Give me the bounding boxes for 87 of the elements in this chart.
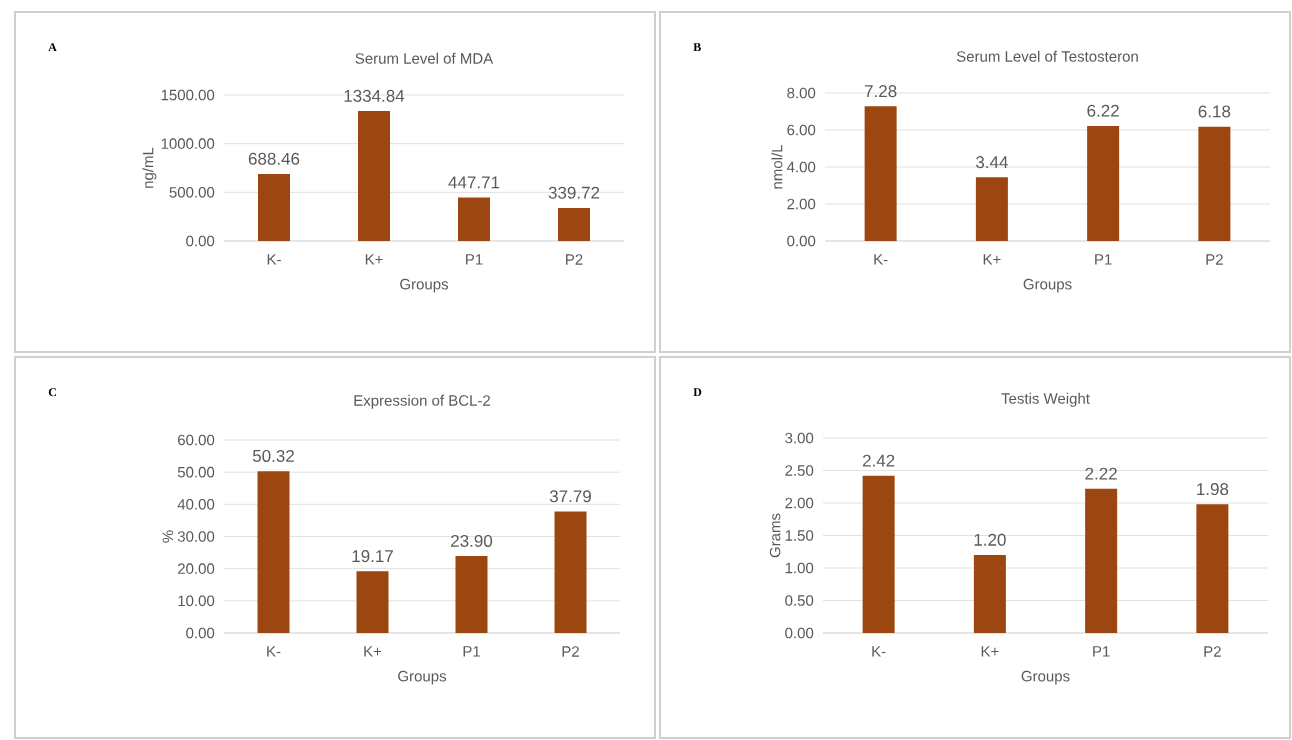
- data-label: 19.17: [352, 550, 393, 563]
- x-tick-label: P1: [463, 646, 480, 657]
- data-label: 1.20: [974, 533, 1006, 546]
- data-label: 1.98: [1197, 483, 1229, 496]
- y-tick-label: 20.00: [178, 563, 215, 574]
- y-tick-label: 40.00: [177, 499, 215, 510]
- data-label: 6.18: [1198, 105, 1231, 118]
- data-label: 447.71: [448, 176, 500, 189]
- y-tick-label: 1.50: [785, 530, 814, 541]
- data-label: 1334.84: [344, 89, 405, 102]
- y-axis-title: ng/mL: [142, 147, 157, 188]
- data-label: 6.22: [1087, 104, 1119, 117]
- bar: [257, 471, 290, 633]
- y-tick-label: 0.00: [186, 627, 215, 639]
- x-tick-label: P1: [1095, 254, 1112, 265]
- y-tick-label: 0.00: [787, 235, 816, 247]
- data-label: 3.44: [975, 156, 1008, 169]
- data-label: 37.79: [549, 490, 591, 503]
- y-axis-title: nmol/L: [771, 144, 783, 189]
- y-tick-label: 0.00: [186, 235, 215, 247]
- x-tick-label: P1: [1093, 646, 1110, 657]
- data-label: 23.90: [451, 534, 493, 547]
- y-tick-label: 30.00: [177, 531, 215, 542]
- data-label: 7.28: [864, 85, 897, 98]
- x-tick-label: P2: [566, 254, 583, 265]
- x-tick-label: K-: [874, 254, 888, 265]
- y-axis-title: Grams: [769, 513, 781, 558]
- y-tick-label: 0.50: [785, 595, 814, 606]
- chart-title: Testis Weight: [1001, 392, 1090, 407]
- data-label: 2.22: [1085, 467, 1117, 480]
- x-axis-title: Groups: [1023, 278, 1072, 293]
- text: C: [48, 388, 56, 397]
- bar: [458, 197, 491, 241]
- x-axis-title: Groups: [400, 278, 449, 293]
- x-tick-label: K+: [981, 646, 999, 657]
- y-tick-label: 1.00: [785, 562, 814, 574]
- chart-title: Expression of BCL-2: [354, 394, 491, 409]
- bar: [358, 111, 391, 241]
- bar: [973, 555, 1006, 633]
- y-tick-label: 2.50: [785, 465, 814, 476]
- bar: [258, 173, 291, 241]
- bar: [1196, 504, 1229, 633]
- y-tick-label: 60.00: [178, 434, 215, 446]
- x-tick-label: P2: [562, 646, 579, 657]
- bar: [862, 475, 895, 633]
- x-tick-label: P2: [1204, 646, 1221, 657]
- bar: [455, 556, 488, 633]
- x-tick-label: K-: [267, 254, 281, 265]
- y-tick-label: 2.00: [787, 198, 816, 210]
- bar: [1198, 126, 1231, 241]
- y-tick-label: 500.00: [169, 187, 215, 198]
- x-tick-label: K-: [872, 646, 886, 657]
- x-tick-label: K-: [267, 646, 281, 657]
- x-axis-title: Groups: [398, 670, 447, 685]
- y-tick-label: 0.00: [785, 627, 814, 639]
- x-axis-title: Groups: [1021, 670, 1070, 685]
- x-tick-label: K+: [983, 254, 1001, 265]
- text: A: [48, 43, 57, 52]
- y-tick-label: 1000.00: [161, 138, 215, 149]
- bar: [554, 511, 587, 633]
- text: D: [693, 388, 702, 397]
- data-label: 339.72: [548, 186, 600, 199]
- bar: [975, 177, 1008, 241]
- bar: [558, 207, 591, 241]
- y-tick-label: 6.00: [787, 124, 816, 136]
- y-tick-label: 8.00: [787, 87, 816, 99]
- chart-title: Serum Level of MDA: [355, 52, 494, 64]
- y-axis-title: %: [162, 530, 174, 543]
- bar: [356, 571, 389, 633]
- y-tick-label: 2.00: [785, 497, 814, 509]
- text: B: [693, 43, 701, 52]
- bar: [1085, 488, 1118, 633]
- data-label: 2.42: [862, 454, 895, 467]
- bar: [1087, 125, 1120, 241]
- y-tick-label: 50.00: [177, 466, 215, 478]
- y-tick-label: 4.00: [786, 161, 816, 173]
- chart-title: Serum Level of Testosteron: [956, 50, 1138, 62]
- bar: [864, 106, 897, 241]
- x-tick-label: P1: [466, 254, 483, 265]
- x-tick-label: K+: [365, 254, 383, 265]
- x-tick-label: K+: [364, 646, 382, 657]
- y-tick-label: 10.00: [178, 595, 215, 607]
- y-tick-label: 1500.00: [161, 89, 215, 101]
- x-tick-label: P2: [1206, 254, 1223, 265]
- data-label: 688.46: [248, 152, 300, 165]
- data-label: 50.32: [252, 449, 294, 462]
- y-tick-label: 3.00: [785, 432, 814, 444]
